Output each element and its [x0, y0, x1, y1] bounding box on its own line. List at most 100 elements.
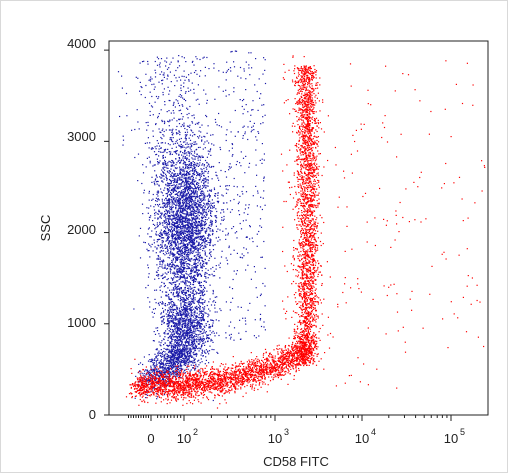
population-1-dot — [170, 272, 172, 274]
population-1-dot — [197, 288, 199, 290]
population-1-dot — [168, 309, 170, 312]
population-1-dot — [178, 218, 180, 221]
population-1-dot — [186, 356, 188, 358]
population-1-dot — [168, 215, 170, 217]
population-1-dot — [188, 267, 190, 269]
population-1-dot — [189, 197, 191, 199]
population-1-dot — [182, 181, 184, 183]
population-1-dot — [167, 229, 170, 231]
population-1-dot — [183, 220, 186, 222]
population-1-dot — [194, 227, 196, 229]
population-1-dot — [167, 203, 169, 205]
population-1-dot — [184, 375, 187, 377]
population-1-dot — [171, 226, 173, 228]
population-1-dot — [186, 159, 188, 161]
population-1-dot — [206, 290, 208, 292]
population-1-dot — [195, 247, 197, 249]
population-1-dot — [189, 173, 191, 175]
population-1-dot — [195, 327, 197, 329]
population-1-dot — [149, 380, 151, 382]
population-1-dot — [179, 145, 181, 147]
population-1-dot — [146, 248, 148, 250]
population-1-dot — [177, 336, 179, 338]
population-1-dot — [176, 314, 178, 317]
population-1-dot — [182, 352, 184, 354]
population-1-dot — [162, 247, 164, 249]
population-1-dot — [205, 232, 207, 234]
population-1-dot — [176, 268, 178, 270]
population-1-dot — [204, 306, 206, 308]
population-1-dot — [194, 349, 197, 351]
population-1-dot — [190, 193, 192, 195]
population-1-dot — [179, 220, 182, 223]
population-1-dot — [168, 312, 170, 314]
population-1-dot — [208, 193, 210, 195]
population-1-dot — [185, 340, 187, 342]
population-1-dot — [190, 213, 192, 215]
population-1-dot — [212, 330, 214, 332]
population-1-dot — [192, 131, 194, 134]
population-1-dot — [179, 205, 181, 207]
population-1-dot — [167, 256, 169, 259]
population-1-dot — [203, 310, 205, 312]
population-1-dot — [164, 276, 166, 278]
population-1-dot — [182, 306, 184, 308]
population-1-dot — [164, 233, 166, 235]
population-1-dot — [177, 174, 179, 176]
population-1-dot — [185, 363, 187, 365]
population-1-dot — [208, 164, 210, 166]
population-1-dot — [222, 209, 224, 211]
population-1-dot — [201, 318, 203, 320]
population-1-dot — [169, 372, 171, 374]
population-1-dot — [164, 121, 166, 123]
population-1-dot — [184, 311, 186, 313]
population-1-dot — [214, 307, 216, 309]
population-1-dot — [184, 300, 186, 302]
population-1-dot — [200, 219, 202, 221]
population-1-dot — [165, 364, 167, 366]
population-1-dot — [189, 335, 191, 337]
population-1-dot — [193, 243, 195, 245]
population-1-dot — [194, 238, 196, 240]
population-1-dot — [179, 348, 181, 350]
population-1-dot — [206, 304, 208, 307]
population-1-dot — [135, 375, 137, 377]
population-1-dot — [186, 217, 188, 219]
population-1-dot — [199, 177, 201, 179]
population-1-dot — [194, 369, 196, 371]
population-1-dot — [147, 137, 149, 139]
population-1-dot — [185, 196, 187, 198]
population-1-dot — [188, 205, 190, 207]
population-1-dot — [178, 294, 180, 296]
population-1-dot — [202, 210, 204, 212]
population-1-dot — [192, 336, 194, 338]
population-1-dot — [186, 243, 189, 245]
population-1-dot — [212, 202, 214, 204]
population-1-dot — [187, 182, 189, 184]
population-1-dot — [159, 286, 161, 288]
population-1-dot — [187, 297, 189, 300]
population-1-dot — [185, 330, 187, 332]
population-1-dot — [171, 202, 173, 204]
population-1-dot — [185, 314, 187, 316]
population-1-dot — [205, 166, 207, 169]
population-1-dot — [199, 319, 201, 321]
population-1-dot — [184, 333, 186, 335]
population-1-dot — [207, 172, 209, 174]
population-1-dot — [198, 211, 200, 213]
population-1-dot — [177, 320, 179, 322]
population-1-dot — [184, 267, 186, 269]
population-1-dot — [233, 177, 235, 180]
population-1-dot — [186, 246, 188, 248]
population-1-dot — [196, 193, 198, 195]
population-1-dot — [185, 284, 187, 286]
population-1-dot — [197, 248, 199, 250]
population-1-dot — [197, 322, 199, 324]
population-1-dot — [181, 263, 183, 265]
population-1-dot — [190, 328, 192, 330]
population-1-dot — [176, 332, 178, 334]
population-1-dot — [193, 222, 195, 224]
population-1-dot — [194, 170, 196, 172]
population-1-dot — [195, 205, 197, 207]
population-1-dot — [213, 349, 215, 351]
